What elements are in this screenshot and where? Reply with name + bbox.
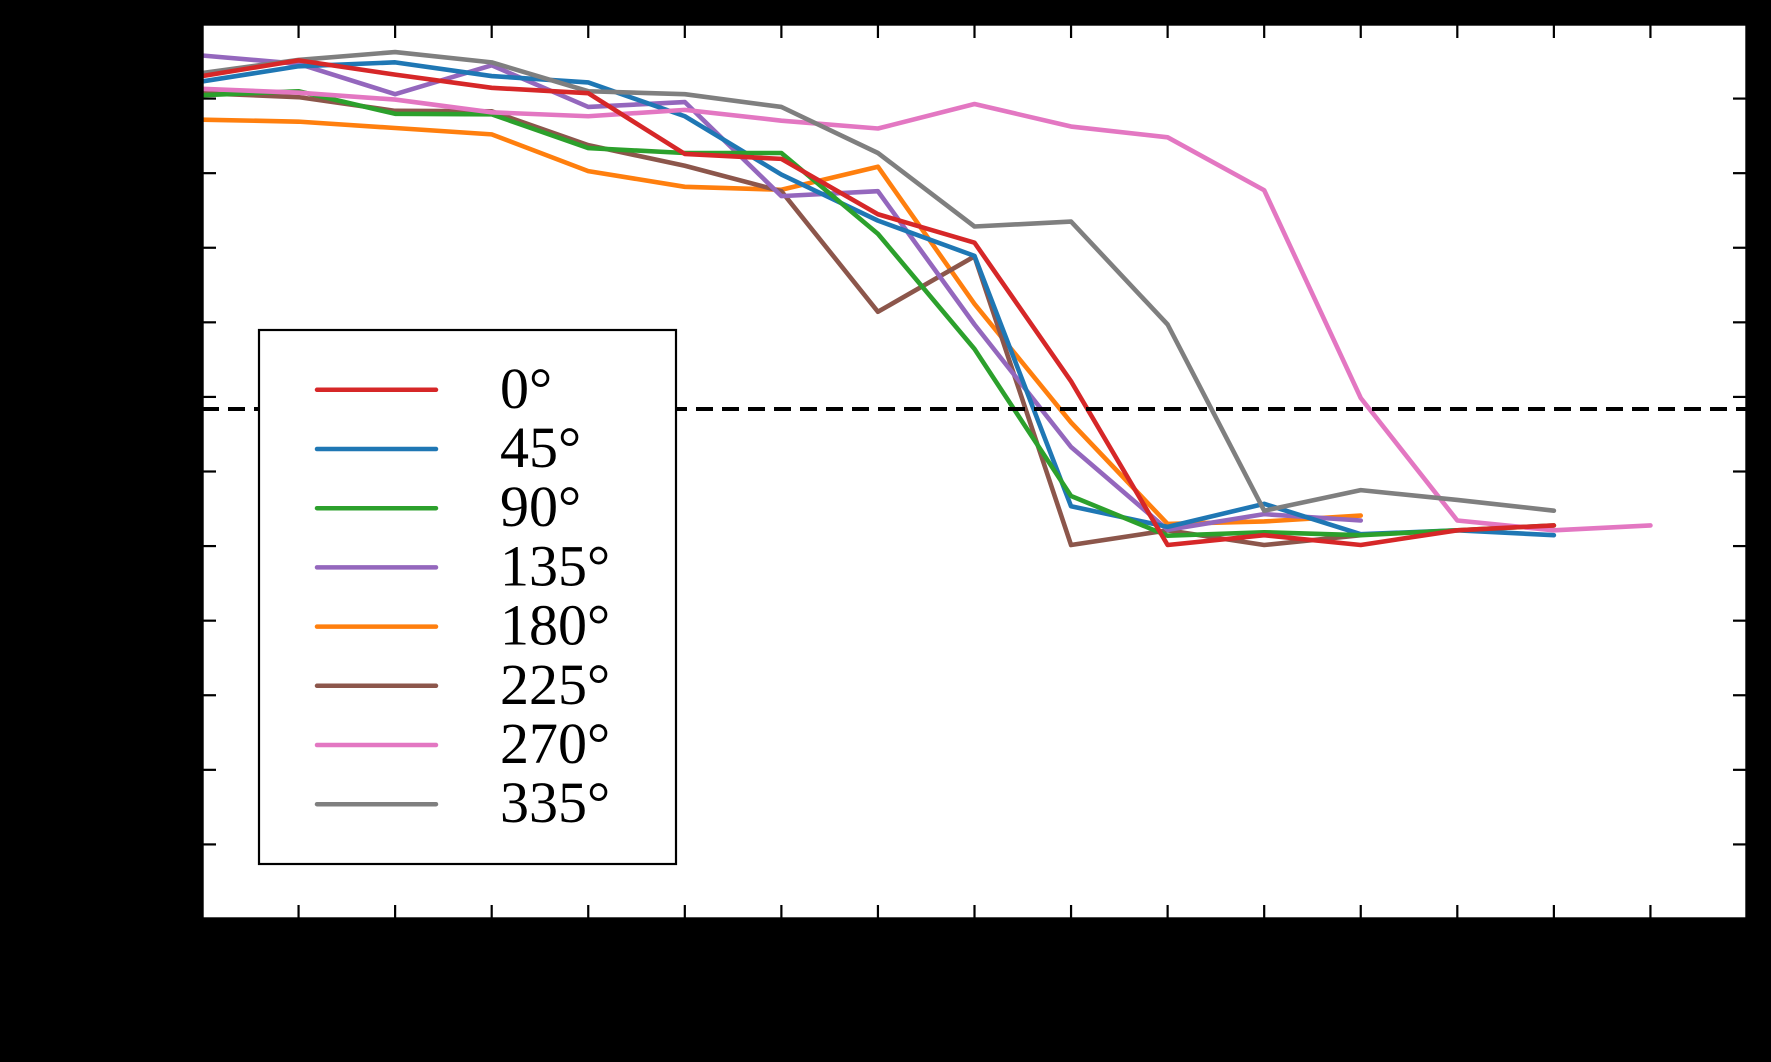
svg-text:0°: 0° <box>500 356 552 421</box>
svg-text:225°: 225° <box>500 652 610 717</box>
svg-text:90°: 90° <box>500 474 581 539</box>
svg-text:135°: 135° <box>500 533 610 598</box>
svg-text:45°: 45° <box>500 415 581 480</box>
svg-text:270°: 270° <box>500 711 610 776</box>
svg-text:335°: 335° <box>500 770 610 835</box>
svg-text:180°: 180° <box>500 593 610 658</box>
